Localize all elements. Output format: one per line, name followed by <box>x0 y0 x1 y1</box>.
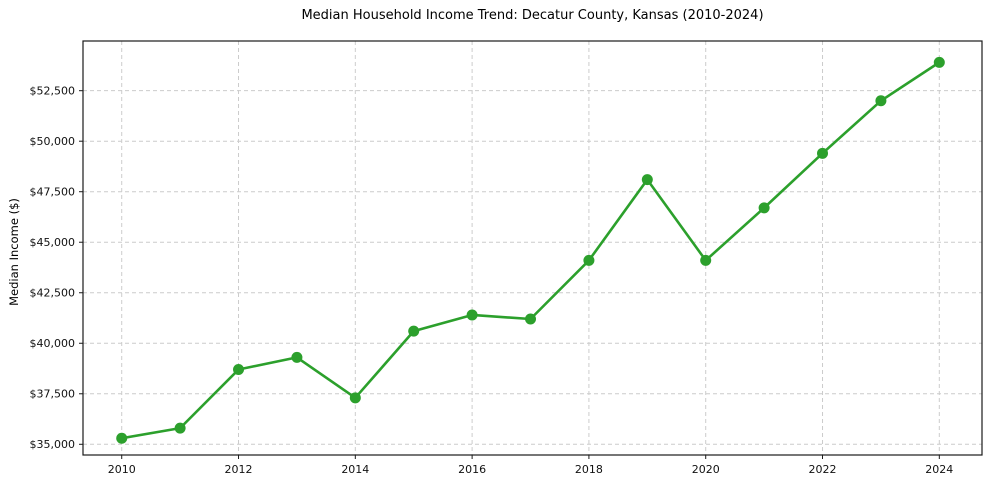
data-point <box>817 147 829 159</box>
data-point <box>700 254 712 266</box>
y-tick-label: $35,000 <box>30 438 76 451</box>
x-tick-label: 2024 <box>925 463 953 476</box>
y-tick-label: $40,000 <box>30 337 76 350</box>
x-tick-label: 2018 <box>575 463 603 476</box>
y-tick-label: $50,000 <box>30 135 76 148</box>
x-tick-label: 2020 <box>692 463 720 476</box>
data-point <box>466 309 478 321</box>
data-point <box>233 364 245 376</box>
chart-title: Median Household Income Trend: Decatur C… <box>301 8 764 23</box>
data-point <box>116 432 128 444</box>
x-tick-label: 2016 <box>458 463 486 476</box>
y-tick-label: $52,500 <box>30 84 76 97</box>
data-point <box>525 313 537 325</box>
data-point <box>875 95 887 107</box>
data-point <box>758 202 770 214</box>
x-tick-label: 2012 <box>225 463 253 476</box>
data-line <box>120 61 941 440</box>
x-tick-label: 2010 <box>108 463 136 476</box>
y-tick-label: $42,500 <box>30 287 76 300</box>
data-point <box>291 351 303 363</box>
data-point <box>933 56 945 68</box>
data-point <box>349 392 361 404</box>
data-point <box>174 422 186 434</box>
y-tick-label: $45,000 <box>30 236 76 249</box>
plot-border <box>82 40 983 456</box>
data-point <box>641 174 653 186</box>
data-point <box>408 325 420 337</box>
x-tick-label: 2014 <box>341 463 369 476</box>
data-point <box>583 254 595 266</box>
y-tick-label: $37,500 <box>30 388 76 401</box>
x-tick-label: 2022 <box>809 463 837 476</box>
y-tick-label: $47,500 <box>30 186 76 199</box>
